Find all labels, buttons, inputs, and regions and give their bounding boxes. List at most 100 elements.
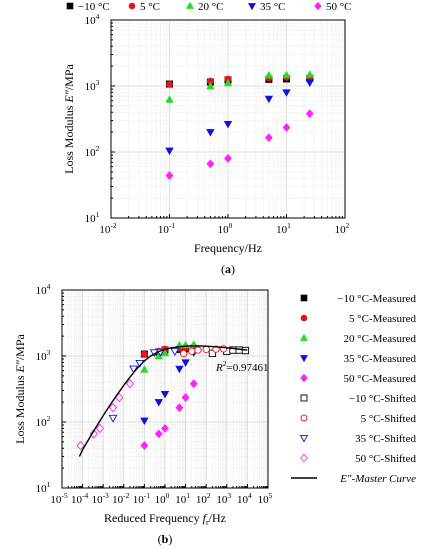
legend-label: 35 °C-Measured xyxy=(343,353,416,365)
data-point xyxy=(224,153,232,163)
series-5-c xyxy=(166,73,314,88)
legend-label: 50 °C-Measured xyxy=(343,373,416,385)
x-tick-label: 101 xyxy=(276,221,291,236)
legend-item-10-c-shifted: −10 °C-Shifted xyxy=(300,393,416,405)
legend-item-35-c-shifted: 35 °C-Shifted xyxy=(299,433,416,445)
series-35-c-shifted xyxy=(108,348,180,423)
data-point xyxy=(206,81,215,90)
data-point xyxy=(305,109,314,119)
data-point xyxy=(175,403,184,413)
x-tick-label: 10-1 xyxy=(133,491,150,506)
legend-marker xyxy=(248,3,256,11)
legend-item-20-c-measured: 20 °C-Measured xyxy=(300,333,416,345)
series-35-c-measured xyxy=(140,349,198,426)
legend-label: 50 °C xyxy=(326,1,352,13)
data-point xyxy=(264,133,273,143)
series-50-c xyxy=(165,109,314,180)
data-point xyxy=(76,440,85,451)
legend-marker xyxy=(300,414,308,422)
legend-item-5-c-shifted: 5 °C-Shifted xyxy=(300,413,416,425)
data-point xyxy=(305,79,314,87)
legend-marker xyxy=(66,2,74,10)
data-point xyxy=(125,379,135,389)
legend-marker xyxy=(128,2,136,10)
data-point xyxy=(282,89,291,97)
series-50-c-shifted xyxy=(76,379,135,451)
data-point xyxy=(264,70,274,79)
data-point xyxy=(140,365,149,373)
panel-label: (a) xyxy=(221,262,235,276)
data-point xyxy=(206,159,215,169)
y-tick-label: 102 xyxy=(85,144,100,159)
legend-marker xyxy=(300,333,308,341)
legend-label: 35 °C xyxy=(260,1,286,13)
data-point xyxy=(160,348,170,357)
legend: −10 °C-Measured 5 °C-Measured 20 °C-Measur… xyxy=(291,293,416,485)
data-point xyxy=(170,348,180,357)
data-point xyxy=(108,414,118,423)
legend-label: 20 °C-Measured xyxy=(343,333,416,345)
panel-label: (b) xyxy=(158,532,173,546)
x-tick-label: 10-4 xyxy=(71,491,88,506)
data-point xyxy=(108,402,118,413)
ticks xyxy=(110,19,346,219)
y-tick-label: 104 xyxy=(85,12,100,27)
data-point xyxy=(208,349,217,357)
data-point xyxy=(282,70,291,79)
grid xyxy=(62,290,268,488)
data-point xyxy=(140,441,149,450)
legend-label: 5 °C xyxy=(140,1,160,13)
data-point xyxy=(305,70,314,78)
data-point xyxy=(154,429,163,439)
grid xyxy=(111,20,345,218)
plot-area xyxy=(76,340,250,457)
legend-marker xyxy=(299,435,309,443)
legend-label: E"-Master Curve xyxy=(339,473,416,485)
legend-label: 35 °C-Shifted xyxy=(355,433,416,445)
data-point xyxy=(161,423,169,433)
legend-label: −10 °C-Measured xyxy=(337,293,416,305)
legend-item-e-master-curve: E"-Master Curve xyxy=(291,473,416,485)
data-point xyxy=(202,345,210,354)
y-axis-label: Loss Modulus E"/MPa xyxy=(13,333,27,443)
data-point xyxy=(282,123,291,132)
y-tick-label: 101 xyxy=(36,480,51,495)
legend-label: −10 °C xyxy=(78,1,110,13)
legend-marker xyxy=(300,294,308,302)
legend-marker xyxy=(300,373,308,383)
legend-item-35-c: 35 °C xyxy=(248,1,286,13)
x-tick-label: 104 xyxy=(237,491,252,506)
legend-label: 5 °C-Measured xyxy=(349,313,417,325)
data-point xyxy=(223,78,233,87)
panel-b: 10-5 10-4 10-3 10-2 10-1 100 101 102 103 104 105 10… xyxy=(13,282,416,546)
r-squared-annotation: R2=0.97461 xyxy=(215,359,268,374)
x-tick-label: 100 xyxy=(155,491,170,506)
data-point xyxy=(179,349,188,358)
legend-marker xyxy=(300,314,308,322)
data-point xyxy=(160,391,170,399)
legend-item-10-c-measured: −10 °C-Measured xyxy=(300,293,416,305)
data-point xyxy=(264,95,274,104)
data-point xyxy=(166,80,174,88)
data-point xyxy=(175,365,184,374)
legend-label: 50 °C-Shifted xyxy=(355,453,416,465)
data-point xyxy=(95,423,105,434)
legend-label: 20 °C xyxy=(198,1,224,13)
legend-item-10-c: −10 °C xyxy=(66,1,110,13)
legend-item-5-c: 5 °C xyxy=(128,1,160,13)
data-point xyxy=(140,417,149,426)
data-point xyxy=(206,129,215,137)
legend-marker xyxy=(300,355,308,363)
y-tick-label: 104 xyxy=(36,282,51,297)
data-point xyxy=(181,359,190,367)
data-point xyxy=(189,379,198,389)
y-tick-label: 103 xyxy=(85,78,100,93)
legend-item-20-c: 20 °C xyxy=(186,1,224,13)
x-tick-label: 10-2 xyxy=(112,491,129,506)
x-tick-label: 10-3 xyxy=(92,491,109,506)
legend-item-50-c-shifted: 50 °C-Shifted xyxy=(300,453,416,465)
data-point xyxy=(165,95,174,103)
legend-marker xyxy=(186,1,194,9)
series-50-c-measured xyxy=(140,379,198,450)
